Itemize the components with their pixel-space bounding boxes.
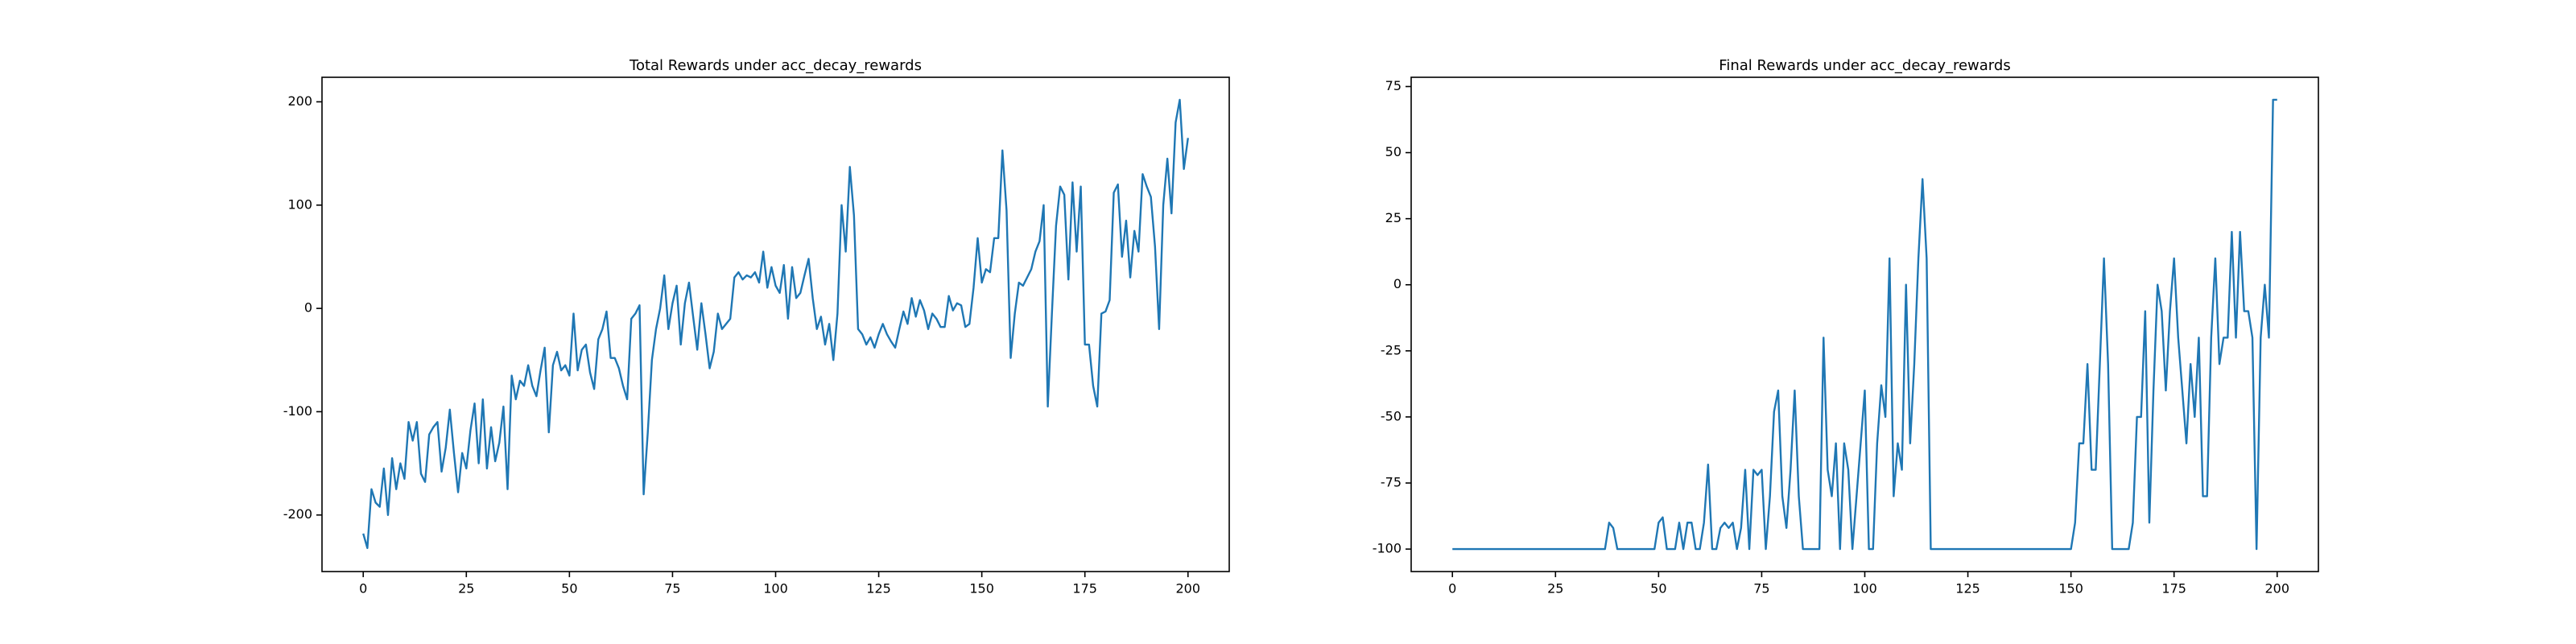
y-tick-label: 75 — [1385, 78, 1402, 93]
x-tick-label: 50 — [561, 581, 577, 597]
y-tick-label: 25 — [1385, 210, 1402, 225]
x-tick-label: 25 — [458, 581, 474, 597]
x-tick-label: 200 — [1175, 581, 1200, 597]
x-tick-label: 150 — [2058, 581, 2083, 597]
axes-frame — [1410, 76, 2319, 572]
x-tick-label: 150 — [969, 581, 994, 597]
x-tick-label: 0 — [359, 581, 367, 597]
y-tick-label: -100 — [283, 403, 312, 419]
data-line — [1452, 98, 2277, 551]
y-tick-label: -100 — [1373, 541, 1402, 556]
y-tick-label: -200 — [283, 506, 312, 522]
axes-frame — [321, 76, 1230, 572]
x-tick-label: 0 — [1448, 581, 1456, 597]
chart-title: Total Rewards under acc_decay_rewards — [629, 57, 922, 74]
y-tick-label: -25 — [1381, 342, 1402, 357]
x-tick-label: 175 — [1072, 581, 1097, 597]
y-tick-label: 50 — [1385, 144, 1402, 159]
chart-title: Final Rewards under acc_decay_rewards — [1719, 57, 2010, 74]
x-tick-label: 100 — [1852, 581, 1877, 597]
x-tick-label: 25 — [1547, 581, 1563, 597]
x-tick-label: 100 — [763, 581, 788, 597]
y-tick-label: 0 — [1393, 276, 1402, 291]
x-tick-label: 200 — [2264, 581, 2289, 597]
x-tick-label: 125 — [866, 581, 891, 597]
x-tick-label: 75 — [664, 581, 680, 597]
y-tick-label: 100 — [287, 196, 312, 212]
y-tick-label: 0 — [304, 300, 312, 316]
x-tick-label: 50 — [1650, 581, 1666, 597]
x-tick-label: 75 — [1753, 581, 1769, 597]
y-tick-label: -50 — [1381, 408, 1402, 423]
y-tick-label: 200 — [287, 93, 312, 109]
x-tick-label: 175 — [2161, 581, 2186, 597]
x-tick-label: 125 — [1955, 581, 1980, 597]
y-tick-label: -75 — [1381, 475, 1402, 490]
data-line — [362, 98, 1189, 550]
